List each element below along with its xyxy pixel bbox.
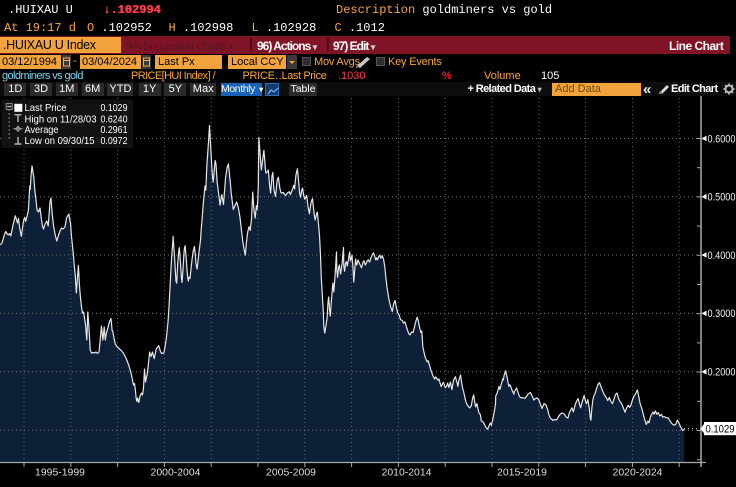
- svg-text:High on 11/28/03: High on 11/28/03: [25, 113, 97, 125]
- svg-text:2015-2019: 2015-2019: [497, 467, 547, 479]
- svg-text:0.6240: 0.6240: [101, 113, 128, 125]
- svg-text:0.4000: 0.4000: [708, 250, 736, 262]
- svg-text:Average: Average: [25, 124, 59, 136]
- svg-text:0.0972: 0.0972: [101, 135, 128, 147]
- svg-text:0.5000: 0.5000: [708, 192, 736, 204]
- svg-text:2020-2024: 2020-2024: [613, 467, 663, 479]
- svg-text:Low on 09/30/15: Low on 09/30/15: [25, 135, 95, 147]
- svg-text:0.2961: 0.2961: [101, 124, 128, 136]
- svg-text:1995-1999: 1995-1999: [35, 467, 85, 479]
- svg-text:0.2000: 0.2000: [708, 367, 736, 379]
- svg-text:Last Price: Last Price: [25, 102, 67, 114]
- svg-text:2005-2009: 2005-2009: [266, 467, 316, 479]
- svg-text:2010-2014: 2010-2014: [382, 467, 432, 479]
- svg-text:0.1029: 0.1029: [706, 423, 735, 435]
- svg-text:0.3000: 0.3000: [708, 308, 736, 320]
- svg-text:0.6000: 0.6000: [708, 133, 736, 145]
- svg-text:2000-2004: 2000-2004: [151, 467, 201, 479]
- svg-text:0.1029: 0.1029: [101, 102, 128, 114]
